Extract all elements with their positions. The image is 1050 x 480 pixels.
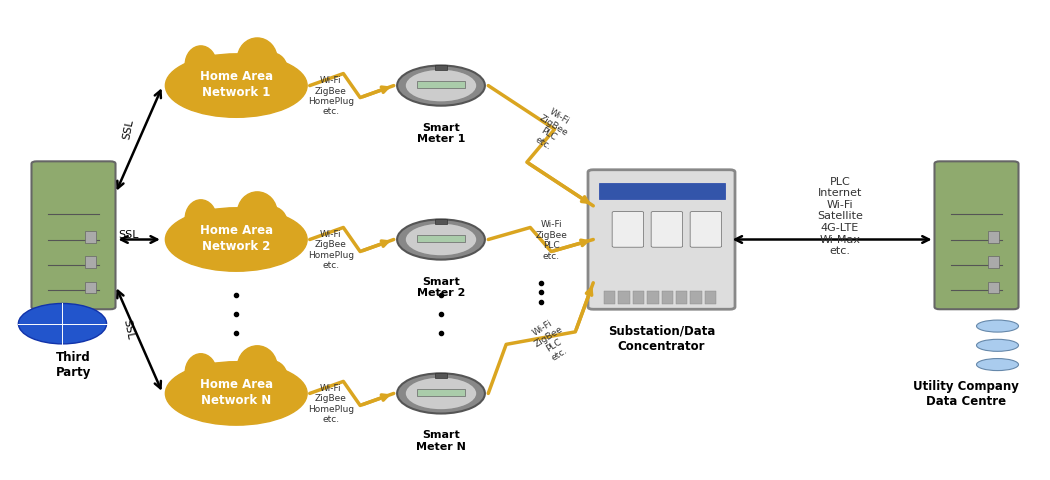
Bar	[84, 257, 96, 269]
Text: Smart
Meter N: Smart Meter N	[416, 430, 466, 451]
Text: Wi-Fi
ZigBee
HomePlug
etc.: Wi-Fi ZigBee HomePlug etc.	[308, 229, 354, 270]
FancyBboxPatch shape	[690, 212, 721, 248]
Ellipse shape	[237, 192, 277, 235]
Ellipse shape	[256, 54, 288, 87]
Text: Utility Company
Data Centre: Utility Company Data Centre	[914, 379, 1018, 407]
Bar	[618, 291, 630, 305]
Ellipse shape	[976, 359, 1018, 371]
Ellipse shape	[256, 207, 288, 241]
Bar	[598, 183, 724, 200]
Text: Home Area
Network 2: Home Area Network 2	[200, 223, 273, 252]
FancyBboxPatch shape	[651, 212, 682, 248]
Circle shape	[19, 304, 107, 344]
Ellipse shape	[237, 346, 277, 388]
Text: Home Area
Network 1: Home Area Network 1	[200, 70, 273, 99]
Ellipse shape	[976, 321, 1018, 332]
Text: PLC
Internet
Wi-Fi
Satellite
4G-LTE
Wi-Max
etc.: PLC Internet Wi-Fi Satellite 4G-LTE Wi-M…	[817, 176, 863, 256]
Bar	[987, 232, 999, 243]
Text: Wi-Fi
ZigBee
PLC
etc.: Wi-Fi ZigBee PLC etc.	[527, 315, 575, 366]
Text: Substation/Data
Concentrator: Substation/Data Concentrator	[608, 324, 715, 352]
FancyBboxPatch shape	[588, 170, 735, 310]
Bar	[84, 282, 96, 294]
Text: Smart
Meter 2: Smart Meter 2	[417, 276, 465, 298]
Bar	[632, 291, 644, 305]
Circle shape	[405, 70, 477, 103]
Text: Third
Party: Third Party	[56, 350, 91, 378]
Ellipse shape	[166, 208, 307, 272]
Ellipse shape	[193, 394, 223, 415]
Text: SSL: SSL	[122, 118, 135, 140]
Bar	[435, 220, 447, 225]
Circle shape	[397, 373, 485, 414]
Bar	[604, 291, 615, 305]
Bar	[662, 291, 673, 305]
Text: Smart
Meter 1: Smart Meter 1	[417, 122, 465, 144]
Bar	[417, 235, 465, 243]
Ellipse shape	[244, 241, 272, 264]
Text: Wi-Fi
ZigBee
PLC
etc.: Wi-Fi ZigBee PLC etc.	[536, 220, 567, 260]
Text: SSL: SSL	[119, 230, 139, 240]
Bar	[417, 82, 465, 89]
Ellipse shape	[185, 354, 216, 391]
Text: Wi-Fi
ZigBee
PLC
etc.: Wi-Fi ZigBee PLC etc.	[527, 104, 575, 155]
Ellipse shape	[193, 86, 223, 108]
Circle shape	[397, 66, 485, 107]
Bar	[691, 291, 701, 305]
Text: Wi-Fi
ZigBee
HomePlug
etc.: Wi-Fi ZigBee HomePlug etc.	[308, 76, 354, 116]
Circle shape	[405, 224, 477, 256]
FancyBboxPatch shape	[934, 162, 1018, 310]
Bar	[676, 291, 688, 305]
Bar	[987, 282, 999, 294]
Ellipse shape	[166, 362, 307, 425]
Bar	[417, 389, 465, 396]
Ellipse shape	[976, 340, 1018, 351]
Circle shape	[405, 377, 477, 410]
Bar	[987, 257, 999, 269]
Ellipse shape	[244, 87, 272, 111]
Ellipse shape	[244, 395, 272, 418]
Text: SSL: SSL	[122, 318, 135, 340]
Ellipse shape	[185, 47, 216, 84]
Bar	[647, 291, 658, 305]
Bar	[435, 373, 447, 378]
Circle shape	[397, 220, 485, 260]
Ellipse shape	[256, 361, 288, 395]
FancyBboxPatch shape	[32, 162, 116, 310]
Text: Wi-Fi
ZigBee
HomePlug
etc.: Wi-Fi ZigBee HomePlug etc.	[308, 383, 354, 423]
Bar	[84, 232, 96, 243]
Ellipse shape	[193, 240, 223, 261]
Bar	[435, 66, 447, 71]
Ellipse shape	[237, 39, 277, 81]
Ellipse shape	[166, 55, 307, 118]
Bar	[705, 291, 716, 305]
FancyBboxPatch shape	[612, 212, 644, 248]
Ellipse shape	[185, 201, 216, 238]
Text: Home Area
Network N: Home Area Network N	[200, 377, 273, 406]
